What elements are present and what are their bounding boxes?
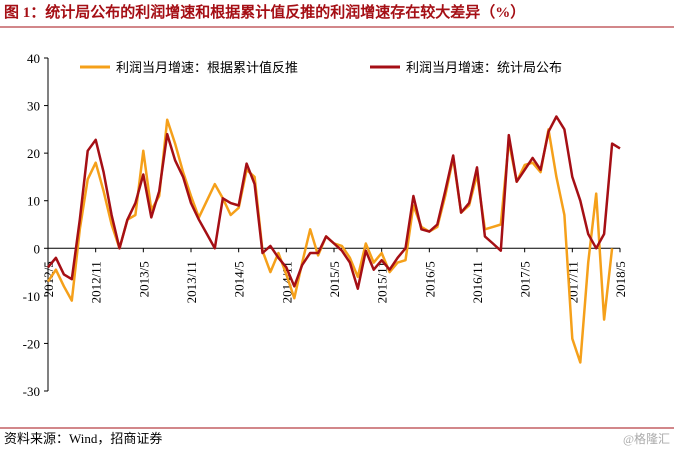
x-tick-label: 2017/5 — [518, 261, 533, 297]
y-tick-label: 30 — [27, 99, 40, 114]
series-line — [47, 115, 621, 290]
y-tick-label: -20 — [23, 336, 40, 351]
x-tick-label: 2014/5 — [232, 261, 247, 297]
y-tick-label: 20 — [27, 146, 40, 161]
x-tick-label: 2013/5 — [136, 261, 151, 297]
y-tick-label: 10 — [27, 194, 40, 209]
source: 资料来源：Wind，招商证券 — [4, 431, 162, 446]
x-tick-label: 2015/5 — [327, 261, 342, 297]
watermark: @格隆汇 — [623, 431, 670, 446]
y-tick-label: 0 — [34, 241, 41, 256]
y-tick-label: 40 — [27, 51, 40, 66]
legend-label: 利润当月增速：根据累计值反推 — [116, 60, 298, 75]
y-tick-label: -10 — [23, 289, 40, 304]
y-tick-label: -30 — [23, 384, 40, 399]
x-tick-label: 2014/11 — [279, 261, 294, 303]
x-tick-label: 2012/11 — [89, 261, 104, 303]
x-tick-label: 2016/11 — [470, 261, 485, 303]
legend-label: 利润当月增速：统计局公布 — [406, 60, 562, 75]
x-tick-label: 2015/11 — [375, 261, 390, 303]
x-tick-label: 2013/11 — [184, 261, 199, 303]
x-tick-label: 2018/5 — [613, 261, 628, 297]
x-tick-label: 2016/5 — [422, 261, 437, 297]
chart-title: 图 1：统计局公布的利润增速和根据累计值反推的利润增速存在较大差异（%） — [4, 3, 525, 21]
